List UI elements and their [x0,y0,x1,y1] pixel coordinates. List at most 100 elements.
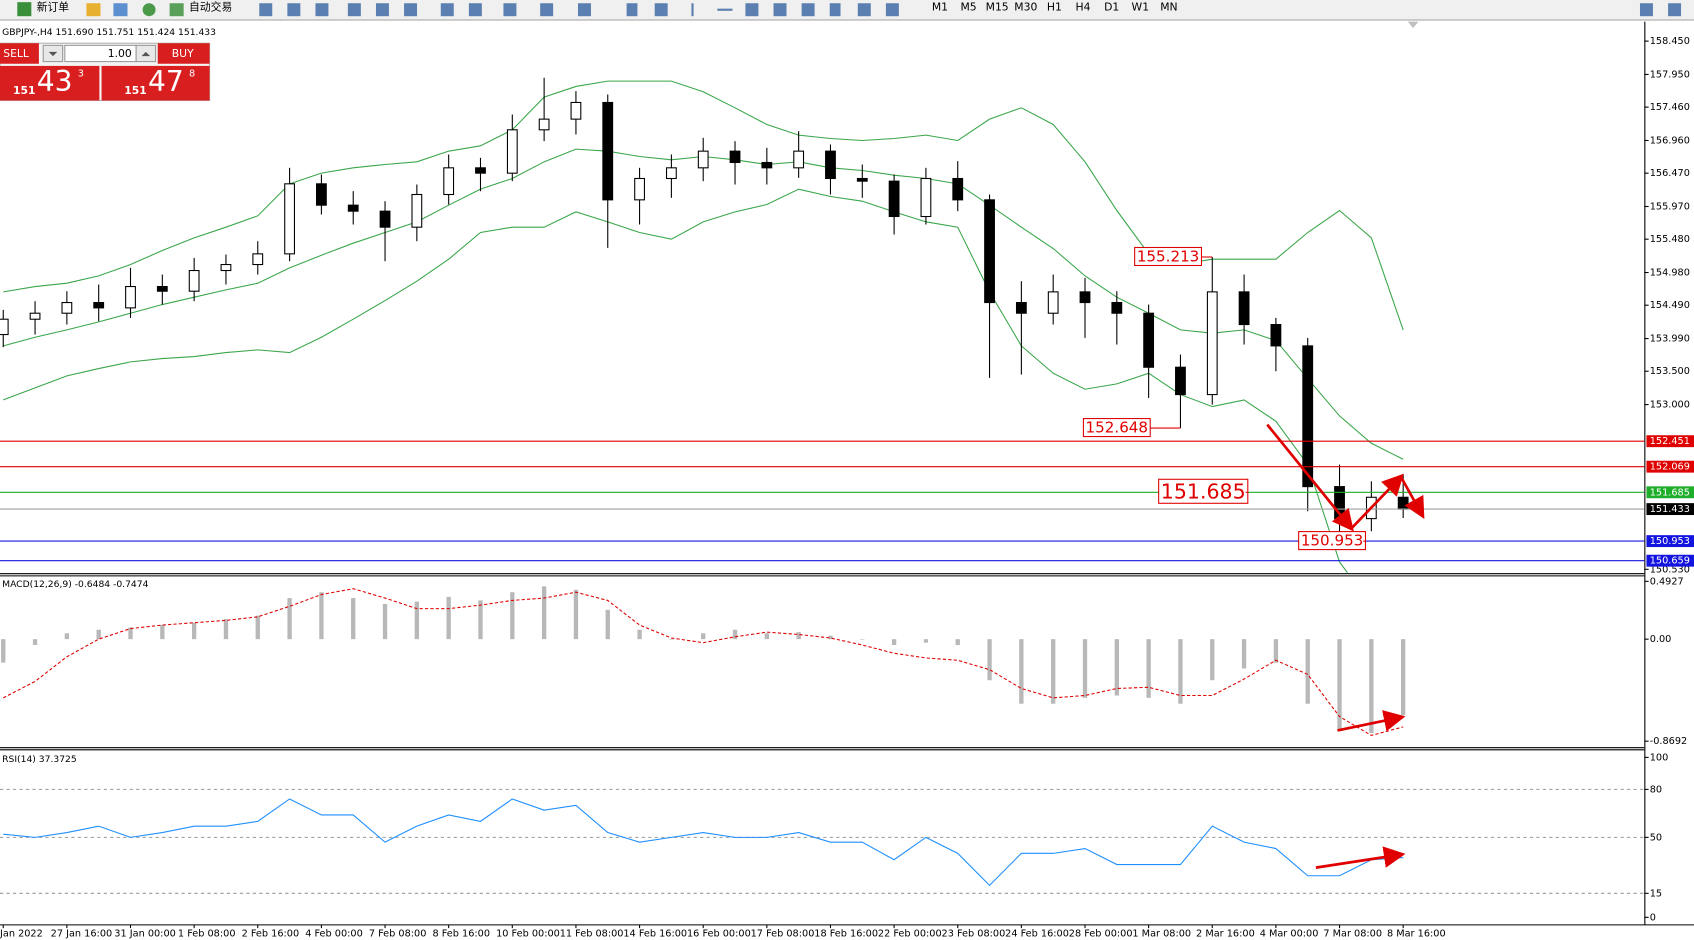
zoom-in-icon[interactable] [347,3,361,17]
indicator-icon[interactable] [503,3,517,17]
x-tick-label: Jan 2022 [0,929,43,940]
cursor-icon[interactable] [626,3,638,17]
timeframe-button[interactable]: MN [1160,1,1177,14]
x-tick-label: 8 Mar 16:00 [1387,929,1446,940]
candle-body [29,312,41,320]
sell-label[interactable]: SELL [3,47,29,60]
trendline-icon[interactable] [745,3,759,17]
sell-price-small[interactable]: 3 [78,68,84,79]
template-icon[interactable] [577,3,591,17]
sell-price-big[interactable]: 151 [13,84,36,97]
price-annotation: 152.648 [1086,419,1148,437]
timeframe-button[interactable]: D1 [1104,1,1119,14]
timeframe-button[interactable]: M30 [1014,1,1037,14]
candle-body [220,263,232,272]
tool-icon[interactable] [404,3,418,17]
macd-bar [891,639,897,646]
tool-icon[interactable] [315,3,329,17]
volume-value[interactable]: 1.00 [108,47,132,60]
sell-button[interactable] [0,43,39,64]
buy-label[interactable]: BUY [172,47,194,60]
price-level-tag [1646,503,1694,516]
y-tick-label: 153.990 [1650,334,1690,345]
toolbar-icon[interactable] [113,3,128,17]
auto-trading-icon[interactable] [169,3,184,17]
y-tick-label: 50 [1650,832,1662,843]
fibo-icon[interactable] [801,3,815,17]
macd-bar [1146,639,1151,698]
price-level-label: 152.451 [1650,436,1690,447]
candle-body [125,285,136,309]
tool-icon[interactable] [440,3,454,17]
channel-icon[interactable] [773,3,787,17]
toolbar-icon[interactable] [86,3,101,17]
label-icon[interactable] [857,3,871,17]
tool-icon[interactable] [287,3,301,17]
community-icon[interactable] [1668,3,1682,17]
vline-icon[interactable] [691,3,694,17]
timeframe-button[interactable]: H4 [1076,1,1091,14]
drawn-arrows [1266,423,1425,869]
crosshair-icon[interactable] [654,3,668,17]
macd-bar [255,615,260,640]
y-tick-label: 80 [1650,784,1662,795]
candle-body [1143,312,1155,368]
y-tick-label: 0.4927 [1650,576,1684,587]
macd-bar [764,633,769,640]
sell-price-main[interactable]: 43 [37,65,73,98]
x-tick-label: 4 Mar 00:00 [1260,929,1319,940]
candle-body [665,167,677,180]
macd-bar [1369,639,1374,734]
pane-title: RSI(14) 37.3725 [2,754,77,765]
timeframe-button[interactable]: M15 [986,1,1009,14]
search-icon[interactable] [1639,3,1653,17]
hline-icon[interactable] [717,8,733,11]
text-icon[interactable] [829,3,841,17]
new-order-button[interactable]: 新订单 [37,0,70,14]
period-icon[interactable] [540,3,554,17]
candle-body [825,150,836,180]
buy-price-small[interactable]: 8 [189,68,195,79]
chart-shift-marker [1407,21,1419,29]
toolbar-icon[interactable] [142,3,156,17]
timeframe-button[interactable]: M1 [932,1,948,14]
tool-icon[interactable] [259,3,273,17]
bollinger-band [3,188,1349,573]
y-tick-label: 157.950 [1650,69,1690,80]
macd-bar [701,633,706,640]
candle-body [347,204,359,212]
candle-body [61,302,73,314]
buy-price-box[interactable] [101,65,210,101]
buy-price-big[interactable]: 151 [124,84,147,97]
x-tick-label: 24 Feb 16:00 [1005,929,1069,940]
panes: 158.450 157.950 157.460 156.960 156.470 155.9… [0,27,1694,923]
candle-body [1238,291,1250,326]
timeframe-button[interactable]: M5 [960,1,976,14]
macd-bar [351,598,356,640]
y-tick-label: 158.450 [1650,36,1690,47]
macd-bar [987,639,992,681]
new-order-icon[interactable] [17,2,32,17]
zoom-out-icon[interactable] [375,3,389,17]
buy-button[interactable] [157,43,210,64]
auto-trading-button[interactable]: 自动交易 [189,0,232,14]
macd-bar [319,592,324,640]
macd-bar [796,632,801,640]
x-tick-label: 23 Feb 08:00 [942,929,1006,940]
timeframe-button[interactable]: H1 [1047,1,1062,14]
arrow-icon[interactable] [885,3,899,17]
tool-icon[interactable] [468,3,482,17]
y-tick-label: 0.00 [1650,634,1672,645]
macd-bar [669,639,674,640]
y-tick-label: 154.490 [1650,300,1690,311]
timeframe-button[interactable]: W1 [1132,1,1150,14]
x-tick-label: 7 Feb 08:00 [369,929,427,940]
x-tick-label: 31 Jan 00:00 [114,929,176,940]
macd-bar [732,629,738,640]
macd-bar [923,639,929,643]
y-tick-label: 157.460 [1650,102,1690,113]
x-tick-label: 11 Feb 08:00 [560,929,624,940]
sell-price-box[interactable] [0,65,100,101]
buy-price-main[interactable]: 47 [148,65,184,98]
